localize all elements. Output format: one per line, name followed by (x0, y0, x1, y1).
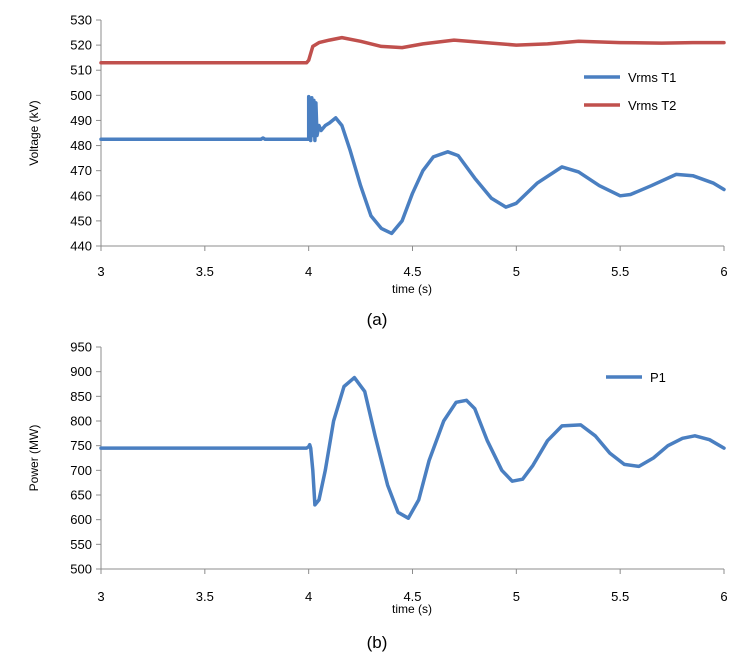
chart-b-x-tick-label: 6 (720, 589, 727, 604)
chart-a-plot-area (101, 20, 724, 246)
chart-a-x-tick-label: 5 (513, 264, 520, 279)
chart-b-plot-area (101, 347, 724, 569)
chart-a-y-tick-label: 440 (70, 239, 92, 254)
chart-a-y-tick-label: 470 (70, 163, 92, 178)
chart-b-y-tick-label: 750 (70, 438, 92, 453)
chart-a-y-tick-label: 450 (70, 213, 92, 228)
chart-b-y-tick-label: 650 (70, 488, 92, 503)
chart-b-y-axis-title: Power (MW) (27, 425, 41, 492)
chart-b-y-tick-label: 900 (70, 364, 92, 379)
chart-a-y-tick-label: 500 (70, 88, 92, 103)
chart-a-plot-frame (101, 20, 724, 246)
chart-a-x-tick-label: 3 (97, 264, 104, 279)
chart-b-y-tick-label: 800 (70, 414, 92, 429)
chart-a-x-tick-label: 4 (305, 264, 312, 279)
chart-a-x-tick-label: 3.5 (196, 264, 214, 279)
chart-b-x-tick-label: 3.5 (196, 589, 214, 604)
chart-b-series-p1-line (99, 375, 726, 520)
chart-b-legend-label-p1: P1 (650, 370, 666, 385)
chart-a-x-axis-title: time (s) (392, 282, 432, 296)
chart-b-x-tick-label: 5.5 (611, 589, 629, 604)
chart-b-x-tick-label: 3 (97, 589, 104, 604)
chart-b-caption: (b) (367, 633, 388, 652)
chart-a-x-ticks: 3 3.5 4 4.5 5 5.5 6 (97, 246, 728, 279)
chart-a-x-tick-label: 5.5 (611, 264, 629, 279)
chart-a-y-tick-label: 490 (70, 113, 92, 128)
chart-b-x-ticks: 3 3.5 4 4.5 5 5.5 6 (97, 569, 728, 604)
chart-a-x-tick-label: 6 (720, 264, 727, 279)
chart-b-x-tick-label: 4 (305, 589, 312, 604)
chart-a-series-vrms-t2-line (99, 35, 726, 65)
chart-a-series-layer (99, 35, 726, 236)
chart-a-y-ticks: 440 450 460 470 480 490 500 510 520 530 (70, 13, 101, 254)
chart-b: 500 550 600 650 700 750 800 850 900 950 3 3.5 4 4.5 5… (27, 340, 728, 653)
chart-a-legend-label-vrms-t1: Vrms T1 (628, 70, 676, 85)
chart-b-y-tick-label: 950 (70, 340, 92, 355)
chart-b-y-tick-label: 500 (70, 562, 92, 577)
chart-a-y-tick-label: 520 (70, 38, 92, 53)
chart-b-x-tick-label: 5 (513, 589, 520, 604)
chart-b-legend: P1 (606, 370, 666, 385)
chart-b-series-layer (99, 375, 726, 520)
chart-b-x-axis-title: time (s) (392, 602, 432, 616)
chart-a-y-tick-label: 530 (70, 13, 92, 28)
chart-b-y-tick-label: 700 (70, 463, 92, 478)
chart-a-y-tick-label: 480 (70, 138, 92, 153)
chart-b-x-tick-label: 4.5 (403, 589, 421, 604)
chart-a-legend: Vrms T1 Vrms T2 (584, 70, 676, 113)
chart-a-x-tick-label: 4.5 (403, 264, 421, 279)
chart-b-y-tick-label: 600 (70, 512, 92, 527)
chart-b-y-tick-label: 850 (70, 389, 92, 404)
chart-a-series-vrms-t1-line (99, 94, 726, 236)
chart-a-y-tick-label: 510 (70, 63, 92, 78)
chart-b-y-tick-label: 550 (70, 537, 92, 552)
chart-b-plot-frame (101, 347, 724, 569)
chart-a-legend-label-vrms-t2: Vrms T2 (628, 98, 676, 113)
chart-a-caption: (a) (367, 310, 388, 329)
chart-a: 440 450 460 470 480 490 500 510 520 530 3 3.5 4 4.5 5… (27, 13, 728, 330)
chart-a-y-tick-label: 460 (70, 188, 92, 203)
chart-b-y-ticks: 500 550 600 650 700 750 800 850 900 950 (70, 340, 101, 577)
chart-a-y-axis-title: Voltage (kV) (27, 100, 41, 165)
